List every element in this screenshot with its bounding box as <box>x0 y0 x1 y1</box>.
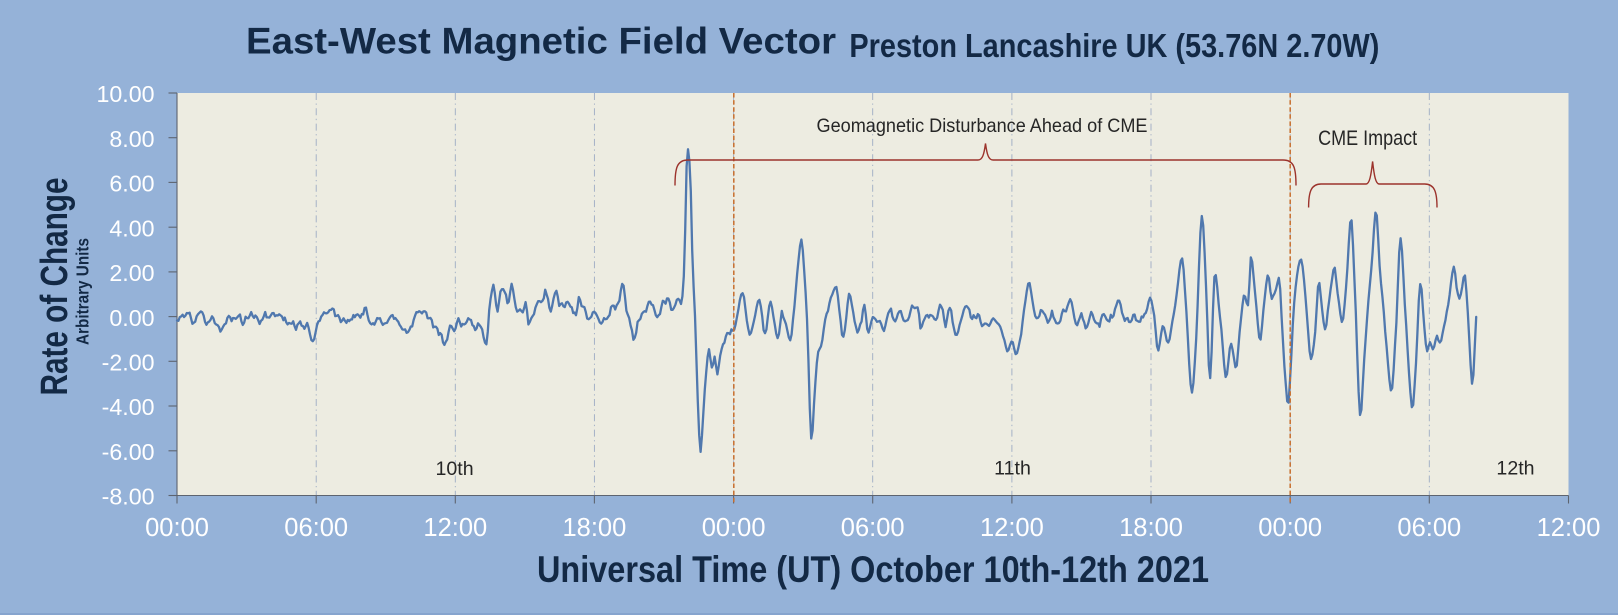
svg-text:00:00: 00:00 <box>702 514 766 542</box>
svg-text:-6.00: -6.00 <box>102 439 155 465</box>
svg-text:12:00: 12:00 <box>1537 514 1601 542</box>
svg-text:00:00: 00:00 <box>1258 514 1322 542</box>
svg-text:CME Impact: CME Impact <box>1318 127 1417 150</box>
svg-text:Preston Lancashire UK (53.76N: Preston Lancashire UK (53.76N 2.70W) <box>849 27 1379 64</box>
svg-text:8.00: 8.00 <box>109 126 154 152</box>
svg-text:Arbitrary Units: Arbitrary Units <box>73 238 93 345</box>
svg-text:06:00: 06:00 <box>284 514 348 542</box>
svg-text:18:00: 18:00 <box>1119 514 1183 542</box>
svg-text:East-West Magnetic Field Vecto: East-West Magnetic Field Vector <box>246 21 836 62</box>
svg-text:Rate of Change: Rate of Change <box>34 178 76 396</box>
svg-text:12:00: 12:00 <box>980 514 1044 542</box>
svg-text:10.00: 10.00 <box>96 81 154 107</box>
svg-text:12:00: 12:00 <box>423 514 487 542</box>
svg-text:Geomagnetic Disturbance Ahead: Geomagnetic Disturbance Ahead of CME <box>817 115 1148 137</box>
svg-text:4.00: 4.00 <box>109 215 154 241</box>
svg-text:12th: 12th <box>1496 458 1534 480</box>
svg-text:06:00: 06:00 <box>1397 514 1461 542</box>
svg-text:2.00: 2.00 <box>109 260 154 286</box>
svg-text:10th: 10th <box>436 458 474 480</box>
svg-text:-8.00: -8.00 <box>102 484 155 510</box>
svg-text:0.00: 0.00 <box>109 305 154 331</box>
svg-text:-4.00: -4.00 <box>102 394 155 420</box>
svg-text:Universal Time (UT) October 10: Universal Time (UT) October 10th-12th 20… <box>537 549 1209 590</box>
svg-text:06:00: 06:00 <box>841 514 905 542</box>
svg-text:6.00: 6.00 <box>109 171 154 197</box>
svg-text:18:00: 18:00 <box>562 514 626 542</box>
svg-text:-2.00: -2.00 <box>102 350 155 376</box>
svg-text:00:00: 00:00 <box>145 514 209 542</box>
svg-text:11th: 11th <box>994 457 1031 479</box>
